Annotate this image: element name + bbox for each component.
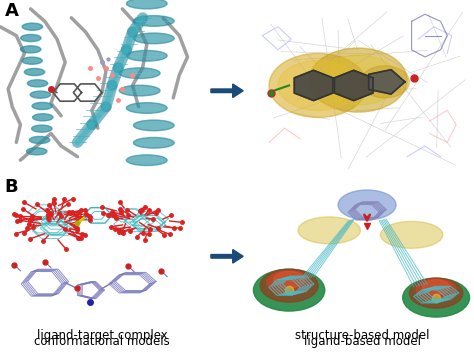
Ellipse shape (381, 221, 443, 248)
Ellipse shape (127, 103, 167, 113)
Ellipse shape (360, 66, 410, 98)
Ellipse shape (127, 0, 167, 9)
Ellipse shape (410, 278, 463, 308)
Ellipse shape (20, 46, 41, 53)
Polygon shape (369, 70, 405, 94)
Polygon shape (334, 70, 373, 100)
Ellipse shape (267, 271, 311, 295)
Text: ligand-based model: ligand-based model (304, 335, 421, 349)
Ellipse shape (27, 80, 48, 87)
Ellipse shape (133, 16, 174, 26)
Ellipse shape (127, 155, 167, 166)
Ellipse shape (133, 33, 174, 44)
Ellipse shape (273, 271, 305, 288)
Polygon shape (294, 70, 333, 100)
Ellipse shape (309, 48, 407, 112)
Ellipse shape (32, 103, 53, 110)
Ellipse shape (269, 53, 367, 117)
Text: ligand-target complex: ligand-target complex (36, 329, 167, 342)
Ellipse shape (416, 279, 456, 301)
Ellipse shape (22, 23, 43, 30)
Text: conformational models: conformational models (34, 335, 170, 349)
Ellipse shape (22, 57, 42, 64)
Text: B: B (5, 178, 18, 196)
Ellipse shape (29, 136, 50, 143)
Ellipse shape (133, 137, 174, 148)
Ellipse shape (30, 91, 51, 98)
Ellipse shape (24, 68, 45, 75)
Ellipse shape (119, 85, 160, 96)
Ellipse shape (318, 55, 398, 105)
Ellipse shape (119, 68, 160, 79)
Ellipse shape (21, 35, 41, 42)
Ellipse shape (298, 217, 360, 244)
Ellipse shape (403, 278, 470, 317)
Ellipse shape (254, 269, 325, 311)
Ellipse shape (278, 61, 358, 110)
Ellipse shape (133, 120, 174, 131)
Ellipse shape (338, 190, 396, 220)
Ellipse shape (260, 269, 318, 302)
Ellipse shape (33, 114, 53, 121)
Text: structure-based model: structure-based model (295, 329, 430, 342)
Ellipse shape (423, 280, 449, 295)
Ellipse shape (32, 125, 52, 132)
Ellipse shape (127, 51, 167, 61)
Ellipse shape (27, 148, 47, 155)
Text: A: A (5, 2, 18, 20)
